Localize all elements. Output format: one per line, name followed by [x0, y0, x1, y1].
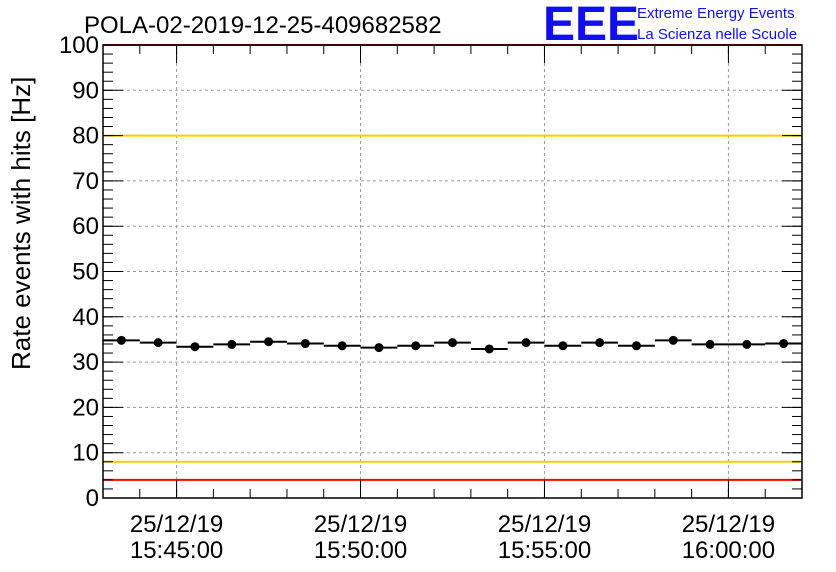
- y-tick-label: 70: [72, 168, 99, 195]
- data-point: [742, 339, 752, 349]
- data-point: [153, 338, 163, 348]
- x-tick-date-label: 25/12/19: [498, 511, 591, 538]
- data-point: [227, 339, 237, 349]
- y-tick-label: 0: [86, 485, 99, 512]
- y-tick-label: 80: [72, 123, 99, 150]
- y-tick-label: 90: [72, 77, 99, 104]
- eee-logo: EEE Extreme Energy Events La Scienza nel…: [543, 0, 797, 51]
- y-axis-ticks: 0 10 20 30 40 50 60 70 80 90 100: [59, 32, 802, 512]
- grid: [103, 45, 802, 498]
- x-tick-time-label: 15:55:00: [498, 537, 591, 564]
- data-point: [411, 341, 421, 351]
- data-point: [705, 339, 715, 349]
- data-series: [103, 335, 802, 354]
- data-point: [668, 335, 678, 345]
- x-tick-date-label: 25/12/19: [314, 511, 407, 538]
- data-point: [558, 341, 568, 351]
- data-point: [264, 337, 274, 347]
- data-point: [779, 339, 789, 349]
- data-point: [631, 341, 641, 351]
- y-tick-label: 20: [72, 394, 99, 421]
- data-point: [484, 344, 494, 354]
- y-tick-label: 60: [72, 213, 99, 240]
- x-tick-date-label: 25/12/19: [130, 511, 223, 538]
- data-point: [595, 338, 605, 348]
- data-point: [448, 338, 457, 348]
- logo-mark: EEE: [543, 0, 639, 51]
- data-point: [300, 339, 310, 349]
- y-axis-label: Rate events with hits [Hz]: [6, 77, 36, 370]
- x-tick-time-label: 15:50:00: [314, 537, 407, 564]
- data-point: [190, 342, 200, 352]
- data-point: [521, 338, 531, 348]
- x-tick-time-label: 15:45:00: [130, 537, 223, 564]
- y-tick-label: 50: [72, 259, 99, 286]
- logo-line2: La Scienza nelle Scuole: [637, 26, 797, 43]
- data-point: [374, 343, 384, 353]
- x-tick-time-label: 16:00:00: [682, 537, 775, 564]
- data-point: [337, 341, 347, 351]
- y-tick-label: 30: [72, 349, 99, 376]
- chart-title: POLA-02-2019-12-25-409682582: [84, 12, 442, 39]
- y-tick-label: 100: [59, 32, 99, 59]
- reference-lines: [103, 44, 802, 481]
- logo-line1: Extreme Energy Events: [637, 5, 795, 22]
- y-tick-label: 10: [72, 440, 99, 467]
- y-tick-label: 40: [72, 304, 99, 331]
- x-tick-date-label: 25/12/19: [682, 511, 775, 538]
- data-point: [116, 335, 126, 345]
- x-axis-ticks: 25/12/1915:45:0025/12/1915:50:0025/12/19…: [102, 45, 803, 564]
